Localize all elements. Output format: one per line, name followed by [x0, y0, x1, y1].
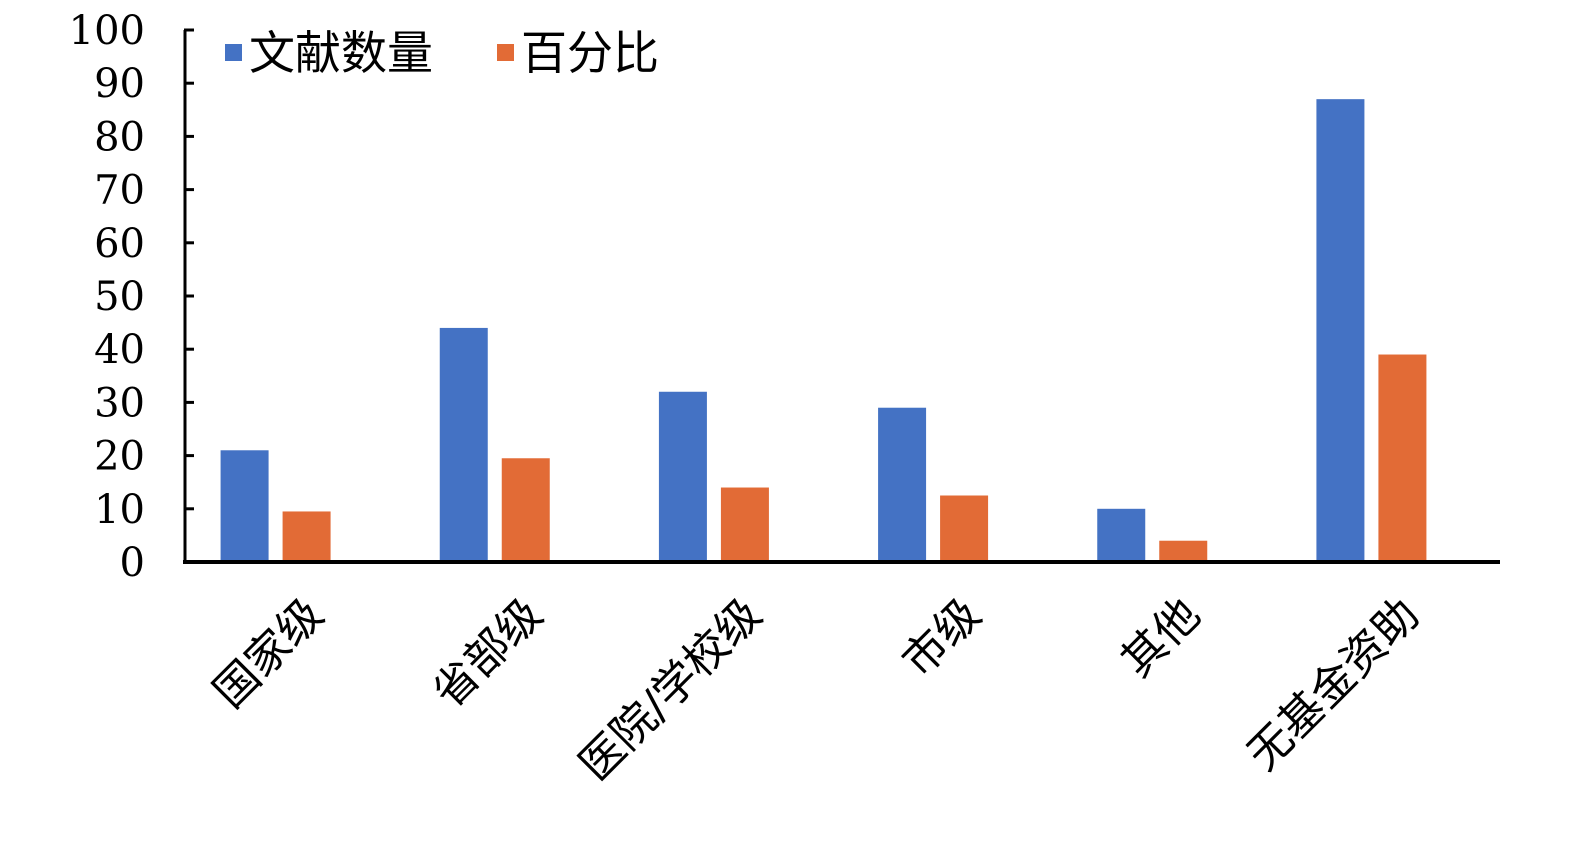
legend-label: 文献数量	[249, 26, 433, 80]
legend-item-0: 文献数量	[225, 26, 433, 80]
y-tick-label: 80	[94, 114, 145, 160]
bar-percent-1	[501, 458, 550, 562]
bar-percent-2	[720, 487, 769, 562]
category-label: 无基金资助	[1238, 589, 1430, 781]
bar-percent-3	[940, 495, 989, 562]
category-label: 其他	[1112, 589, 1210, 687]
bar-percent-0	[282, 511, 331, 562]
legend: 文献数量 百分比	[225, 26, 659, 80]
legend-item-1: 百分比	[497, 26, 659, 80]
bar-count-3	[878, 407, 927, 562]
category-label: 医院/学校级	[570, 589, 772, 791]
bar-count-5	[1316, 99, 1365, 562]
y-tick-label: 70	[94, 168, 145, 214]
bar-count-2	[658, 391, 707, 562]
category-labels: 国家级 省部级 医院/学校级 市级 其他 无基金资助	[204, 589, 1429, 791]
bar-count-1	[439, 327, 488, 562]
category-label: 省部级	[423, 589, 552, 718]
legend-label: 百分比	[521, 26, 659, 80]
y-tick-label: 0	[120, 540, 145, 586]
category-label: 市级	[893, 589, 991, 687]
legend-swatch	[225, 44, 242, 61]
category-label: 国家级	[204, 589, 333, 718]
bars	[220, 99, 1427, 562]
y-axis: 0 10 20 30 40 50 60 70 80 90 100	[69, 8, 194, 586]
y-tick-label: 40	[94, 327, 145, 373]
bar-count-4	[1097, 508, 1146, 562]
bar-percent-4	[1159, 540, 1208, 562]
bar-count-0	[220, 450, 269, 562]
y-tick-label: 60	[94, 221, 145, 267]
y-tick-label: 10	[94, 487, 145, 533]
y-tick-label: 50	[94, 274, 145, 320]
bar-percent-5	[1378, 354, 1427, 562]
y-tick-label: 90	[94, 61, 145, 107]
y-tick-label: 100	[69, 8, 145, 54]
y-tick-label: 20	[94, 434, 145, 480]
y-tick-label: 30	[94, 380, 145, 426]
legend-swatch	[497, 44, 514, 61]
